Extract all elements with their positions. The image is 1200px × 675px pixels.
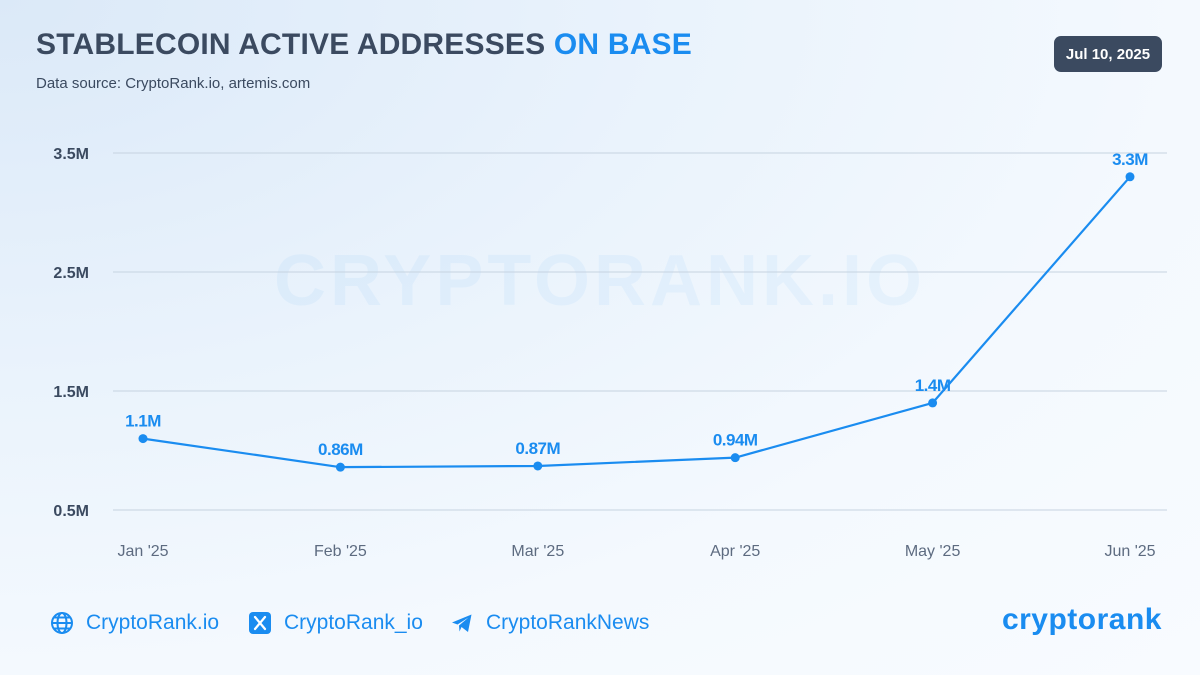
footer-x-label: CryptoRank_io [284, 611, 423, 634]
data-source-subtitle: Data source: CryptoRank.io, artemis.com [36, 75, 311, 92]
data-label: 1.1M [125, 412, 161, 431]
x-tick-label: May '25 [905, 543, 961, 560]
data-point [928, 398, 938, 408]
y-tick-label: 0.5M [53, 503, 89, 520]
y-tick-label: 1.5M [53, 384, 89, 401]
line-chart: 0.5M 1.5M 2.5M 3.5M Jan '25 Feb '25 Mar '25 Apr… [53, 146, 1167, 560]
chart-title: STABLECOIN ACTIVE ADDRESSES ON BASE [36, 28, 692, 62]
footer-website-label: CryptoRank.io [86, 611, 220, 634]
title-main: STABLECOIN ACTIVE ADDRESSES [36, 28, 546, 61]
x-logo-icon [248, 611, 272, 635]
x-tick-label: Feb '25 [314, 543, 367, 560]
data-point [335, 462, 345, 472]
date-badge: Jul 10, 2025 [1054, 36, 1162, 72]
data-label: 0.87M [515, 439, 560, 458]
footer-telegram-label: CryptoRankNews [486, 611, 650, 634]
title-accent: ON BASE [553, 28, 692, 61]
footer-x-link[interactable]: CryptoRank_io [248, 611, 423, 635]
y-tick-label: 2.5M [53, 265, 89, 282]
data-label: 3.3M [1112, 150, 1148, 169]
data-point [1125, 172, 1135, 182]
footer-website-link[interactable]: CryptoRank.io [50, 611, 219, 635]
x-tick-label: Mar '25 [511, 543, 564, 560]
y-tick-label: 3.5M [53, 146, 89, 163]
x-tick-label: Apr '25 [710, 543, 760, 560]
series-line [142, 176, 1131, 469]
x-tick-label: Jun '25 [1104, 543, 1155, 560]
data-point [730, 453, 740, 463]
data-point [533, 461, 543, 471]
globe-icon [50, 611, 74, 635]
data-point [138, 434, 148, 444]
data-label: 1.4M [915, 376, 951, 395]
watermark: CRYPTORANK.IO [273, 241, 927, 321]
telegram-icon [450, 611, 474, 635]
cryptorank-logo: cryptorank [1001, 603, 1162, 636]
data-label: 0.94M [713, 431, 758, 450]
footer-telegram-link[interactable]: CryptoRankNews [450, 611, 649, 635]
data-label: 0.86M [318, 440, 363, 459]
x-tick-label: Jan '25 [117, 543, 168, 560]
